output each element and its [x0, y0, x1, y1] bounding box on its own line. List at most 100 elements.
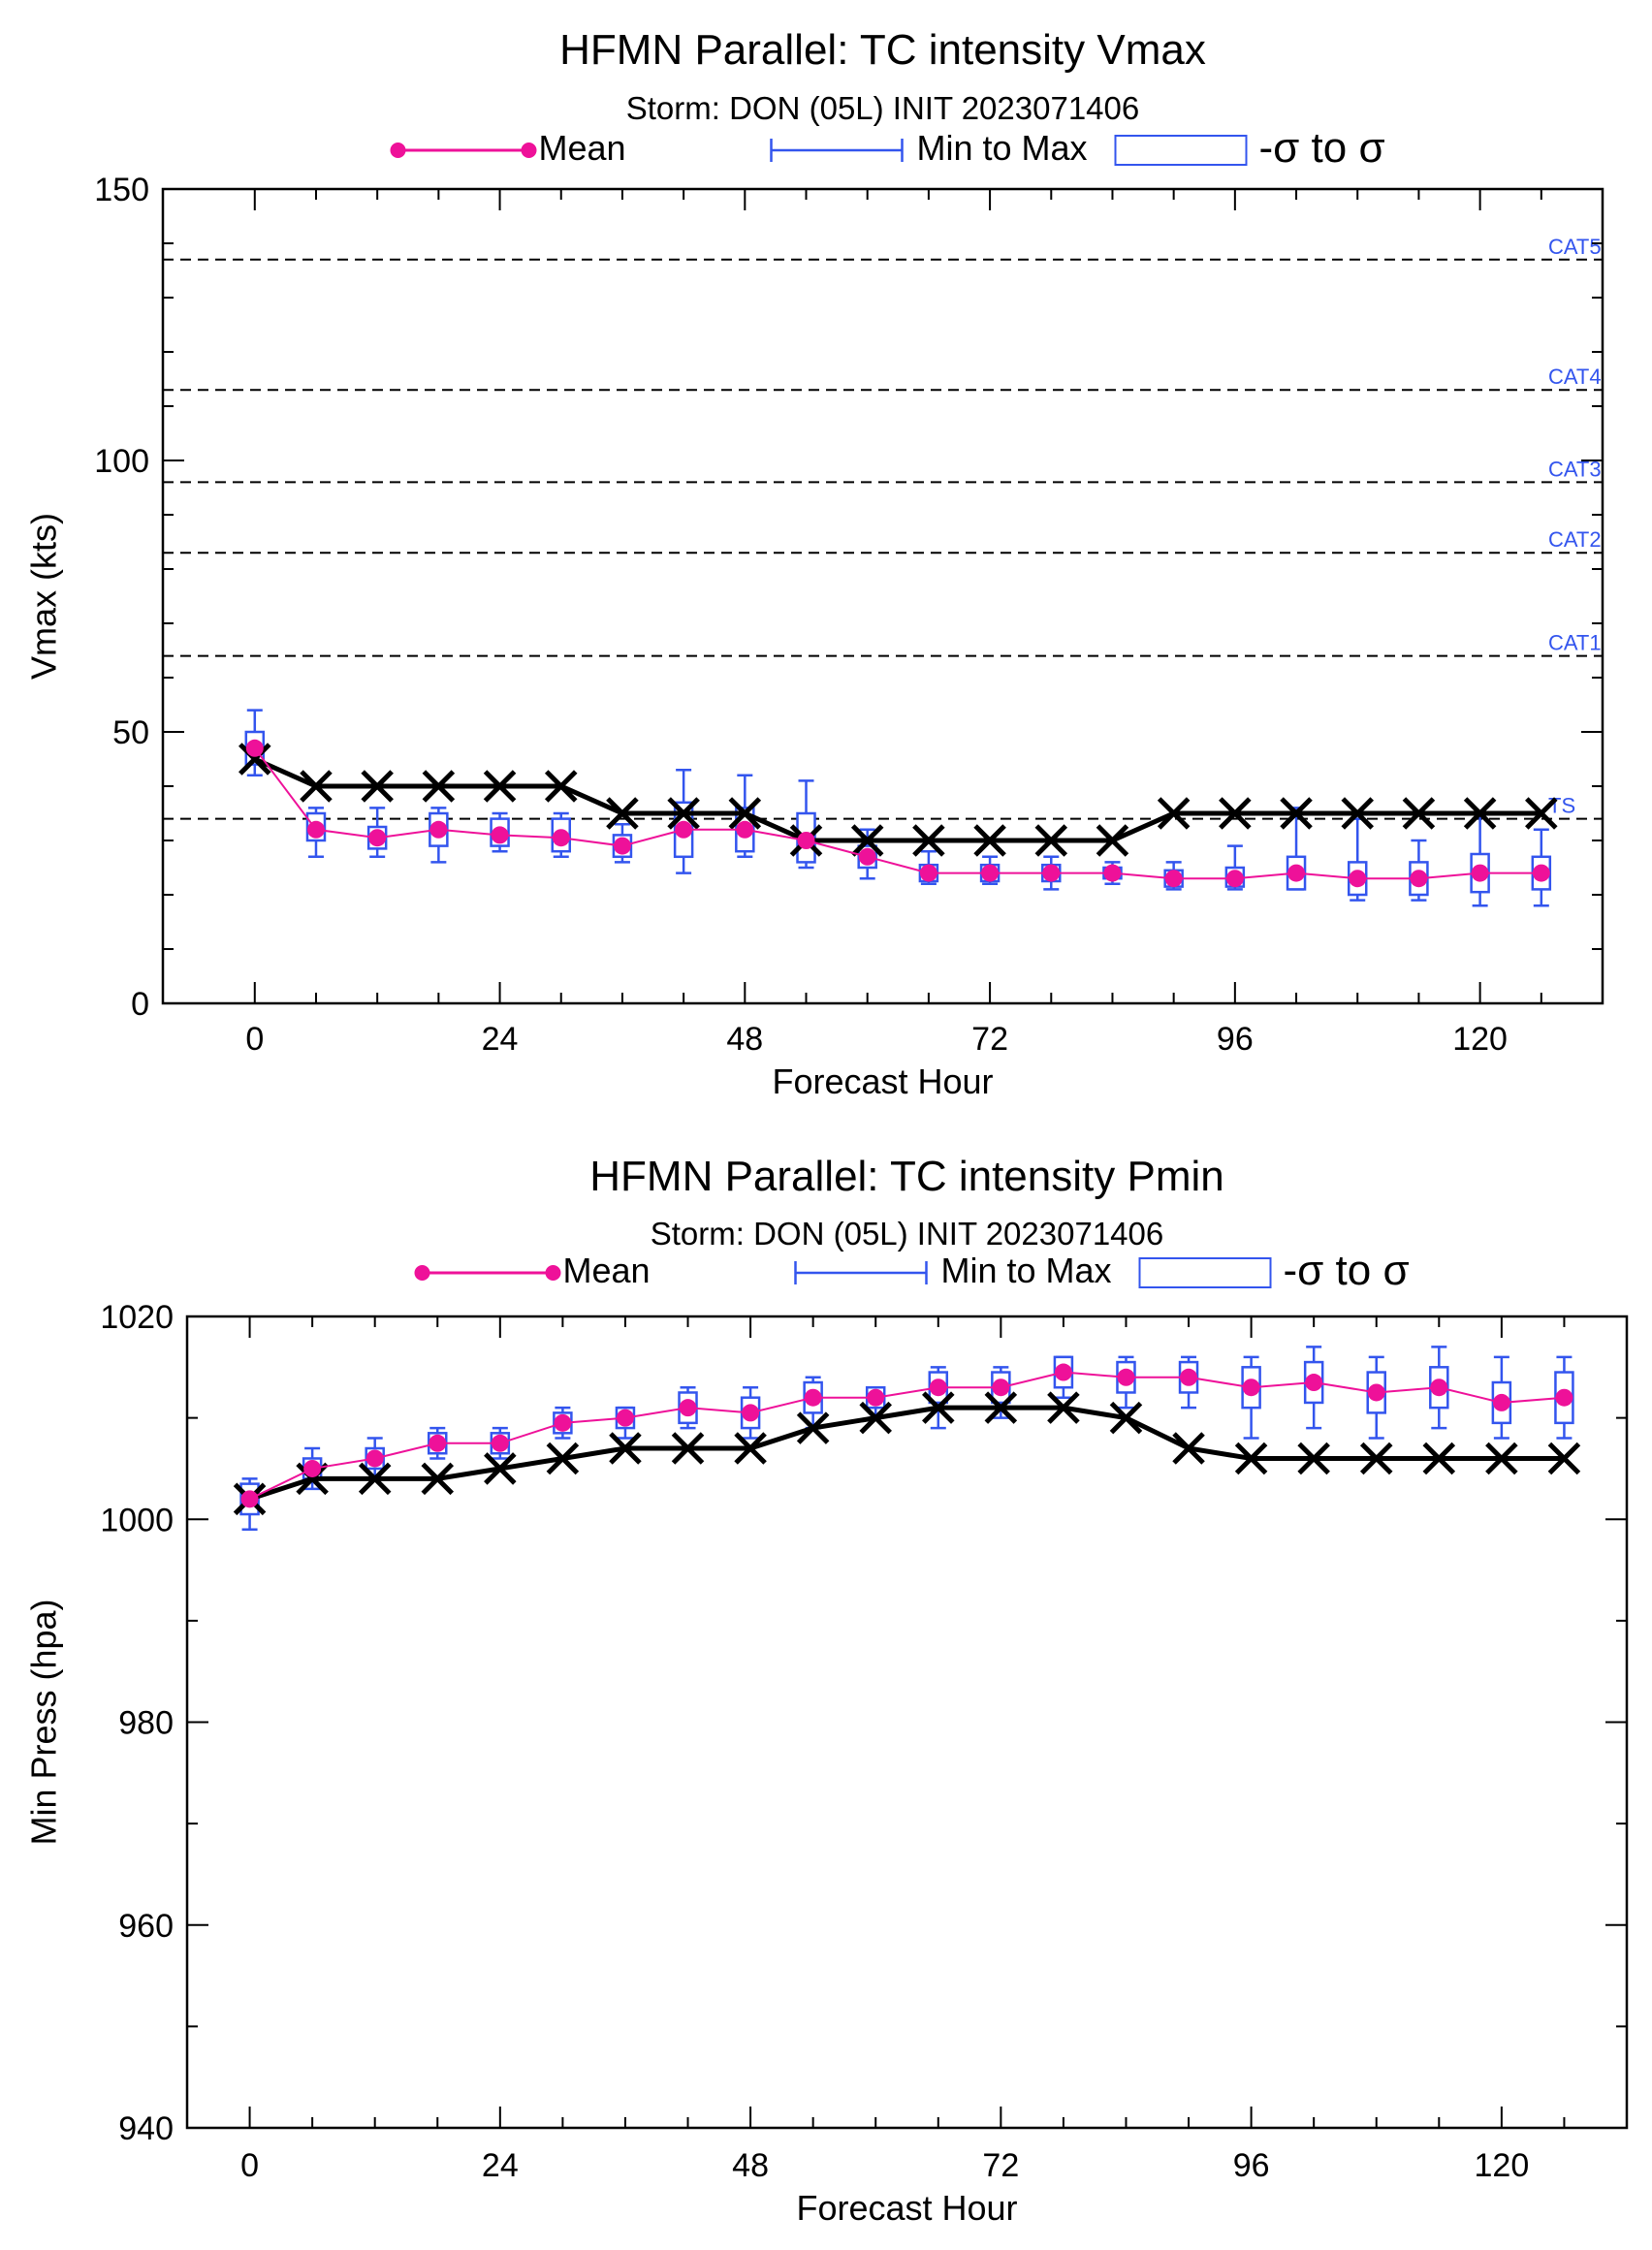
- y-tick-label: 960: [118, 1908, 174, 1945]
- y-tick-label: 1000: [100, 1502, 174, 1538]
- whisker: [1470, 811, 1490, 907]
- x-tick-label: 120: [1452, 1021, 1508, 1058]
- reference-line: CAT4: [163, 364, 1603, 392]
- mean-point: [867, 1388, 885, 1407]
- x-tick-label: 48: [726, 1021, 763, 1058]
- mean-point: [1430, 1379, 1448, 1397]
- mean-point: [240, 1490, 259, 1508]
- y-tick-label: 100: [94, 443, 149, 480]
- mean-point: [613, 837, 631, 855]
- legend-mean-marker: [390, 143, 406, 158]
- observed-marker: [734, 1432, 767, 1465]
- observed-marker: [1402, 797, 1436, 830]
- y-tick-label: 980: [118, 1705, 174, 1742]
- x-axis-label: Forecast Hour: [796, 2188, 1017, 2228]
- mean-point: [552, 829, 570, 847]
- observed-marker: [1109, 1401, 1143, 1435]
- legend-mean-marker: [414, 1265, 430, 1281]
- mean-point: [1532, 864, 1550, 882]
- observed-marker: [1172, 1432, 1205, 1465]
- observed-marker: [1234, 1442, 1268, 1475]
- reference-line: TS: [163, 794, 1603, 820]
- mean-point: [1367, 1383, 1385, 1402]
- observed-marker: [984, 1391, 1018, 1424]
- y-axis-label: Min Press (hpa): [24, 1599, 64, 1845]
- mean-point: [804, 1388, 822, 1407]
- legend-label: -σ to σ: [1284, 1247, 1410, 1294]
- mean-point: [1305, 1374, 1323, 1392]
- mean-point: [1349, 870, 1367, 888]
- y-axis-label: Vmax (kts): [24, 513, 64, 680]
- mean-point: [1492, 1393, 1510, 1411]
- whisker: [1347, 817, 1368, 902]
- x-tick-label: 72: [982, 2147, 1019, 2184]
- legend-mean: Mean: [390, 128, 626, 168]
- mean-point: [429, 1434, 447, 1452]
- observed-marker: [1485, 1442, 1518, 1475]
- y-tick-label: 0: [131, 986, 149, 1023]
- mean-point: [736, 820, 754, 839]
- mean-point: [1164, 870, 1183, 888]
- mean-point: [1410, 870, 1428, 888]
- mean-point: [929, 1379, 947, 1397]
- mean-point: [1225, 870, 1244, 888]
- observed-marker: [1096, 824, 1129, 857]
- observed-marker: [544, 770, 578, 803]
- observed-marker: [421, 1462, 455, 1496]
- legend-min-max: Min to Max: [794, 1251, 1112, 1290]
- observed-marker: [422, 770, 456, 803]
- observed-marker: [922, 1391, 955, 1424]
- observed-marker: [1359, 1442, 1393, 1475]
- x-tick-label: 96: [1233, 2147, 1270, 2184]
- x-tick-label: 72: [971, 1021, 1008, 1058]
- reference-line-label: TS: [1548, 794, 1575, 818]
- observed-marker: [912, 824, 945, 857]
- observed-marker: [859, 1401, 892, 1435]
- observed-marker: [1157, 797, 1191, 830]
- observed-marker: [1047, 1391, 1080, 1424]
- chart-subtitle: Storm: DON (05L) INIT 2023071406: [651, 1216, 1163, 1252]
- x-tick-label: 24: [482, 1021, 519, 1058]
- whisker: [796, 779, 816, 870]
- reference-line: CAT1: [163, 631, 1603, 657]
- x-axis-label: Forecast Hour: [772, 1062, 993, 1101]
- observed-marker: [300, 770, 333, 803]
- legend-sigma: -σ to σ: [1114, 124, 1385, 172]
- mean-point: [365, 1449, 384, 1468]
- reference-line-label: CAT4: [1548, 364, 1602, 389]
- reference-line: CAT3: [163, 457, 1603, 484]
- observed-marker: [1034, 824, 1068, 857]
- legend-sigma: -σ to σ: [1138, 1247, 1410, 1294]
- chart-subtitle: Storm: DON (05L) INIT 2023071406: [626, 90, 1139, 126]
- chart-1: HFMN Parallel: TC intensity Vmax Storm: D…: [24, 26, 1604, 1101]
- observed-marker: [667, 797, 700, 830]
- legend-box: [1114, 135, 1248, 166]
- mean-point: [306, 820, 325, 839]
- observed-marker: [1525, 797, 1558, 830]
- mean-point: [1287, 864, 1306, 882]
- observed-marker: [671, 1432, 705, 1465]
- observed-marker: [1547, 1442, 1581, 1475]
- series-observed: [238, 743, 1558, 857]
- observed-marker: [1422, 1442, 1456, 1475]
- x-tick-label: 120: [1475, 2147, 1530, 2184]
- observed-marker: [728, 797, 762, 830]
- legend-mean-marker: [521, 143, 537, 158]
- mean-point: [245, 739, 264, 757]
- legend-box: [1138, 1257, 1272, 1288]
- mean-point: [675, 820, 693, 839]
- mean-point: [858, 847, 876, 866]
- reference-line-label: CAT5: [1548, 235, 1602, 259]
- observed-marker: [484, 1452, 517, 1485]
- y-tick-label: 940: [118, 2110, 174, 2147]
- legend-label: Min to Max: [917, 128, 1088, 168]
- series-mean: [240, 1363, 1573, 1508]
- legend-label: Mean: [539, 128, 626, 168]
- observed-marker: [238, 743, 271, 776]
- mean-point: [1103, 864, 1122, 882]
- y-tick-label: 1020: [100, 1299, 174, 1336]
- mean-point: [797, 832, 815, 849]
- observed-marker: [973, 824, 1006, 857]
- legend-mean-marker: [545, 1265, 561, 1281]
